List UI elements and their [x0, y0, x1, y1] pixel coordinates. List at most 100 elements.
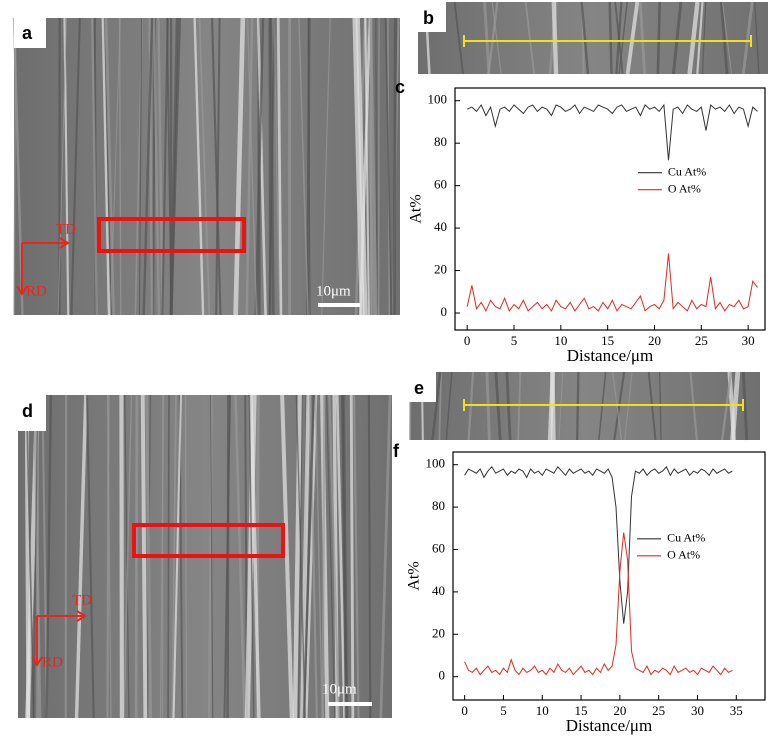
- streak: [233, 17, 246, 316]
- streak: [269, 17, 275, 316]
- streak: [340, 394, 348, 719]
- legend-label: O At%: [667, 548, 700, 562]
- y-axis-label: At%: [408, 194, 425, 223]
- streak: [367, 394, 372, 719]
- streak: [445, 371, 453, 441]
- x-tick-label: 35: [730, 703, 743, 718]
- streak: [326, 394, 336, 719]
- streak: [215, 17, 221, 316]
- legend-label: O At%: [668, 181, 701, 195]
- x-tick-label: 0: [464, 333, 471, 348]
- x-tick-label: 30: [742, 333, 755, 348]
- scale-label: 10μm: [316, 283, 351, 299]
- panel-label: d: [22, 401, 33, 421]
- streak: [438, 371, 442, 441]
- streak: [369, 17, 378, 316]
- streak: [138, 17, 143, 316]
- streak: [483, 1, 491, 75]
- y-tick-label: 80: [432, 498, 445, 513]
- y-tick-label: 60: [432, 540, 445, 555]
- streak: [169, 17, 182, 316]
- streak: [314, 394, 323, 719]
- streak: [298, 17, 309, 316]
- x-tick-label: 25: [652, 703, 665, 718]
- y-tick-label: 40: [432, 583, 445, 598]
- streak: [123, 394, 133, 719]
- streak: [355, 17, 368, 316]
- streak: [280, 394, 294, 719]
- streak: [161, 17, 169, 316]
- streak: [696, 1, 704, 75]
- selection-box: [97, 217, 246, 253]
- x-tick-label: 0: [461, 703, 468, 718]
- y-tick-label: 100: [426, 456, 446, 471]
- streak: [74, 394, 88, 719]
- streak: [687, 1, 700, 75]
- streak: [210, 17, 222, 316]
- streak: [32, 394, 39, 719]
- x-tick-label: 10: [536, 703, 549, 718]
- plot-frame: [452, 451, 766, 701]
- streak: [25, 394, 35, 719]
- streak: [142, 17, 154, 316]
- streak: [741, 371, 749, 441]
- streak: [453, 1, 464, 75]
- scale-label: 10μm: [322, 681, 357, 697]
- streak: [102, 17, 114, 316]
- x-tick-label: 20: [648, 333, 661, 348]
- streak: [307, 17, 311, 316]
- streak: [193, 17, 205, 316]
- sem-image-b: [418, 2, 768, 74]
- streak: [13, 17, 17, 316]
- x-axis-label: Distance/μm: [566, 716, 653, 735]
- streak: [157, 17, 164, 316]
- y-tick-label: 20: [432, 625, 445, 640]
- data-line: [464, 532, 733, 676]
- streak: [638, 1, 646, 75]
- td-label: TD: [72, 592, 92, 608]
- streak: [152, 17, 160, 316]
- streak: [487, 1, 499, 75]
- selection-box: [132, 523, 285, 558]
- streak: [551, 1, 559, 75]
- streak: [297, 394, 303, 719]
- streak: [198, 17, 211, 316]
- streak: [719, 1, 729, 75]
- panel-label: a: [22, 23, 33, 43]
- streak: [118, 17, 122, 316]
- y-tick-label: 40: [434, 219, 447, 234]
- streak: [328, 394, 341, 719]
- scan-line: [463, 35, 752, 47]
- x-tick-label: 20: [613, 703, 626, 718]
- streak: [276, 17, 283, 316]
- streak: [57, 17, 67, 316]
- data-line: [466, 253, 758, 313]
- streak: [91, 17, 98, 316]
- label-box: [14, 18, 46, 48]
- streak: [245, 17, 254, 316]
- streak: [384, 17, 393, 316]
- panel-label: c: [395, 77, 405, 97]
- legend-label: Cu At%: [668, 164, 706, 178]
- streak: [107, 394, 112, 719]
- streak: [580, 1, 590, 75]
- streak: [608, 1, 613, 75]
- streak: [101, 17, 111, 316]
- scan-line: [463, 399, 744, 411]
- streak: [304, 394, 318, 719]
- x-tick-label: 10: [554, 333, 567, 348]
- data-line: [466, 103, 758, 161]
- streak: [335, 394, 346, 719]
- panel-label: f: [393, 441, 400, 461]
- td-label: TD: [56, 221, 76, 237]
- rd-label: RD: [26, 283, 47, 299]
- plot-frame: [454, 87, 766, 331]
- streak: [321, 17, 331, 316]
- streak: [104, 17, 115, 316]
- label-box: [408, 372, 436, 402]
- data-line: [464, 465, 733, 624]
- streak: [491, 1, 502, 75]
- y-tick-label: 0: [439, 668, 446, 683]
- streak: [246, 17, 258, 316]
